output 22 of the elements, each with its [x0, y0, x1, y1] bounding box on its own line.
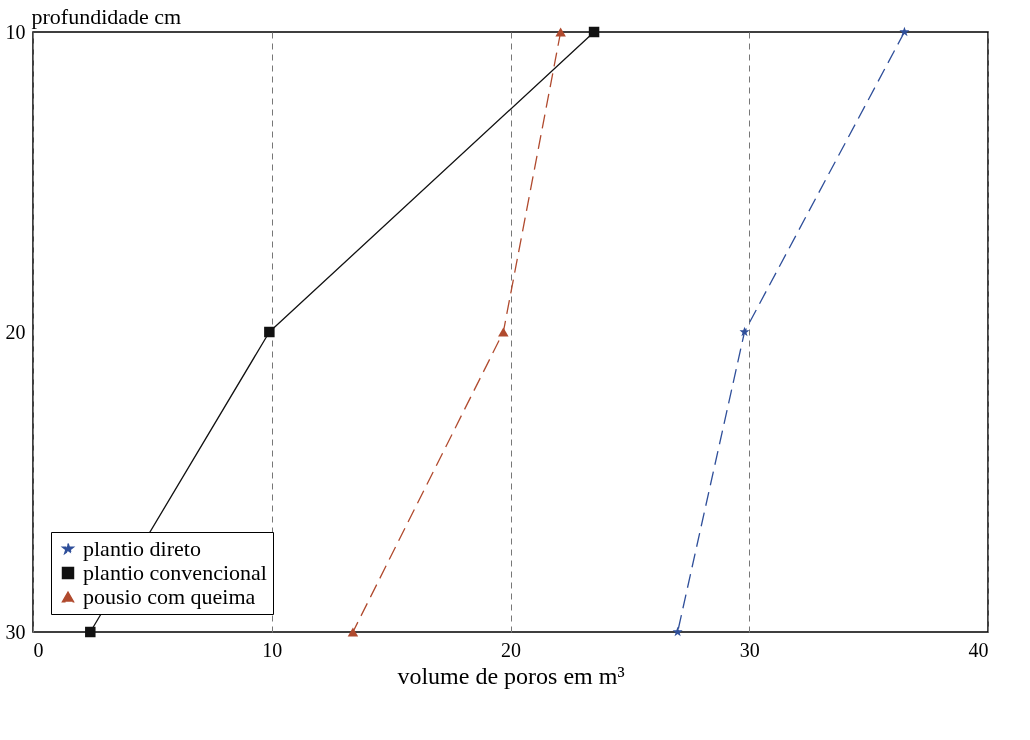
- point: [264, 326, 275, 338]
- point: [672, 626, 683, 637]
- legend-label: plantio convencional: [83, 560, 267, 585]
- point: [85, 626, 96, 638]
- x-tick-label: 10: [262, 638, 283, 661]
- point: [347, 627, 359, 637]
- x-axis-title: volume de poros em m³: [397, 662, 625, 689]
- point: [555, 27, 566, 37]
- y-tick-label: 30: [5, 620, 26, 643]
- y-tick-label: 10: [5, 20, 26, 43]
- point: [899, 26, 910, 37]
- point: [739, 326, 750, 337]
- point: [588, 26, 600, 38]
- legend-label: plantio direto: [83, 536, 201, 561]
- y-tick-label: 20: [5, 320, 26, 343]
- x-tick-label: 30: [739, 638, 760, 661]
- x-tick-label: 0: [33, 638, 44, 661]
- x-tick-label: 40: [968, 638, 989, 661]
- x-tick-label: 20: [501, 638, 521, 661]
- y-axis-title: profundidade cm: [31, 3, 182, 29]
- legend-label: pousio com queima: [83, 584, 256, 609]
- point: [498, 327, 509, 337]
